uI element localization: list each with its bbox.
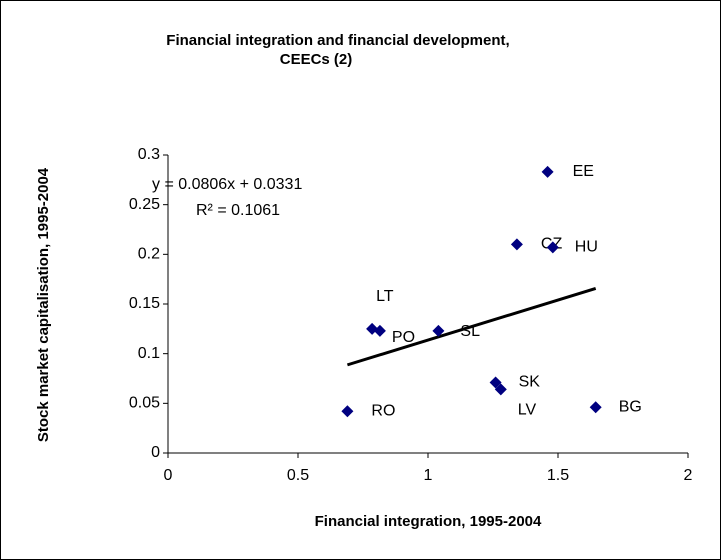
- point-label: EE: [573, 163, 594, 180]
- data-point: [546, 241, 559, 254]
- x-tick-label: 1: [424, 467, 433, 484]
- point-label: PO: [392, 329, 415, 346]
- y-tick-label: 0.05: [129, 395, 160, 412]
- point-label: SK: [519, 374, 541, 391]
- point-label: LT: [376, 288, 394, 305]
- data-point: [541, 165, 554, 178]
- data-point: [341, 405, 354, 418]
- point-label: LV: [518, 402, 537, 419]
- x-tick-label: 2: [684, 467, 693, 484]
- x-tick-label: 0: [164, 467, 173, 484]
- y-tick-label: 0.1: [138, 345, 160, 362]
- trendline-equation: y = 0.0806x + 0.0331: [152, 176, 302, 193]
- x-axis-label: Financial integration, 1995-2004: [315, 513, 542, 530]
- y-tick-label: 0.15: [129, 295, 160, 312]
- y-tick-label: 0: [151, 444, 160, 461]
- y-tick-label: 0.25: [129, 196, 160, 213]
- y-tick-label: 0.2: [138, 246, 160, 263]
- data-point: [489, 376, 502, 389]
- point-label: HU: [575, 239, 598, 256]
- data-point: [494, 383, 507, 396]
- chart-title: CEECs (2): [280, 51, 353, 68]
- y-tick-label: 0.3: [138, 146, 160, 163]
- trendline-r-squared: R² = 0.1061: [196, 202, 280, 219]
- data-point: [373, 324, 386, 337]
- point-label: SL: [460, 323, 480, 340]
- data-point: [432, 324, 445, 337]
- point-label: BG: [619, 399, 642, 416]
- chart-title: Financial integration and financial deve…: [166, 32, 509, 49]
- x-tick-label: 1.5: [547, 467, 569, 484]
- x-tick-label: 0.5: [287, 467, 309, 484]
- data-point: [589, 401, 602, 414]
- data-point: [510, 238, 523, 251]
- trendline: [346, 286, 597, 367]
- point-label: RO: [371, 402, 395, 419]
- y-axis-label: Stock market capitalisation, 1995-2004: [35, 167, 52, 442]
